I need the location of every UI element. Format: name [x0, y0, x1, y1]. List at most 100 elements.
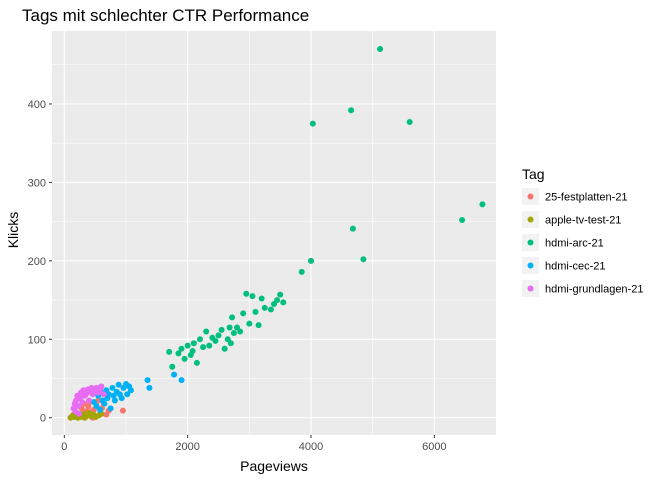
data-point [226, 324, 233, 331]
data-point [197, 336, 203, 343]
data-point [267, 306, 274, 313]
data-point [206, 342, 213, 349]
data-point [107, 405, 114, 412]
data-point [406, 118, 413, 125]
data-point [93, 402, 100, 409]
data-point [237, 328, 244, 335]
data-point [298, 268, 305, 275]
legend-key-dot [527, 285, 534, 292]
data-point [118, 395, 125, 402]
data-point [229, 314, 236, 321]
data-point [246, 320, 253, 327]
y-tick-label: 300 [28, 177, 46, 189]
data-point [200, 344, 207, 351]
y-tick-label: 0 [40, 413, 46, 425]
y-tick-label: 200 [28, 256, 46, 268]
data-point [127, 387, 134, 394]
data-point [258, 295, 265, 302]
data-point [171, 371, 178, 378]
data-point [189, 348, 196, 355]
data-point [75, 402, 82, 409]
series-hdmi-arc-21 [166, 46, 486, 370]
data-point [81, 414, 88, 421]
data-point [230, 330, 237, 337]
data-point [86, 397, 92, 404]
data-point [348, 107, 355, 114]
data-point [178, 345, 185, 352]
data-point [377, 46, 384, 53]
x-axis-title: Pageviews [240, 458, 308, 474]
data-point [97, 406, 104, 413]
y-tick-label: 400 [28, 99, 46, 111]
minor-gridlines [52, 31, 496, 435]
legend-label: apple-tv-test-21 [545, 215, 621, 227]
legend-key-dot [527, 216, 534, 223]
data-point [169, 363, 176, 370]
data-point [175, 350, 182, 357]
data-point [184, 342, 191, 349]
data-point [79, 399, 86, 406]
major-gridlines [52, 31, 496, 435]
data-point [221, 345, 228, 352]
data-point [479, 201, 486, 208]
data-point [280, 299, 287, 306]
legend-label: 25-festplatten-21 [545, 192, 628, 204]
data-point [124, 391, 131, 398]
data-point [349, 225, 356, 232]
data-point [255, 322, 262, 329]
data-point [105, 391, 112, 398]
data-point [115, 381, 122, 388]
x-tick-label: 6000 [422, 441, 446, 453]
y-axis: 0 100 200 300 400 [28, 99, 52, 425]
data-point [190, 340, 197, 347]
data-point [109, 384, 116, 391]
y-tick-label: 100 [28, 334, 46, 346]
data-point [111, 397, 118, 404]
legend: Tag 25-festplatten-21 apple-tv-test-21 hdm… [522, 166, 643, 297]
data-point [178, 377, 185, 384]
data-point [240, 310, 247, 317]
data-point [101, 400, 108, 407]
x-axis: 0 2000 4000 6000 [61, 435, 447, 453]
legend-key-dot [527, 193, 534, 200]
data-point [146, 384, 153, 391]
x-tick-label: 2000 [175, 441, 199, 453]
data-point [309, 120, 316, 127]
series-hdmi-grundlagen-21 [70, 383, 107, 417]
data-point [166, 348, 173, 355]
data-point [100, 391, 107, 398]
data-point [227, 340, 234, 347]
data-point [218, 326, 225, 333]
plot-panel [52, 31, 496, 435]
legend-label: hdmi-grundlagen-21 [545, 284, 643, 296]
data-point [459, 217, 466, 224]
data-point [243, 290, 250, 297]
data-point [193, 359, 200, 366]
data-point [98, 383, 105, 390]
legend-label: hdmi-arc-21 [545, 238, 604, 250]
data-point [308, 257, 314, 264]
data-point [119, 407, 126, 414]
legend-key-dot [527, 239, 534, 246]
x-tick-label: 0 [61, 441, 67, 453]
data-point [76, 410, 83, 417]
data-point [252, 308, 259, 315]
legend-key-dot [527, 262, 534, 269]
data-point [277, 291, 284, 298]
data-point [360, 256, 367, 263]
data-point [212, 337, 219, 344]
legend-label: hdmi-cec-21 [545, 261, 606, 273]
data-point [249, 293, 256, 300]
chart-title: Tags mit schlechter CTR Performance [22, 6, 309, 25]
data-point [261, 304, 268, 311]
x-tick-label: 4000 [299, 441, 323, 453]
legend-title: Tag [522, 166, 545, 182]
data-points [67, 46, 486, 421]
data-point [181, 355, 188, 362]
data-point [274, 297, 281, 304]
data-point [144, 377, 151, 384]
y-axis-title: Klicks [5, 212, 21, 249]
data-point [215, 332, 222, 339]
data-point [85, 403, 92, 410]
